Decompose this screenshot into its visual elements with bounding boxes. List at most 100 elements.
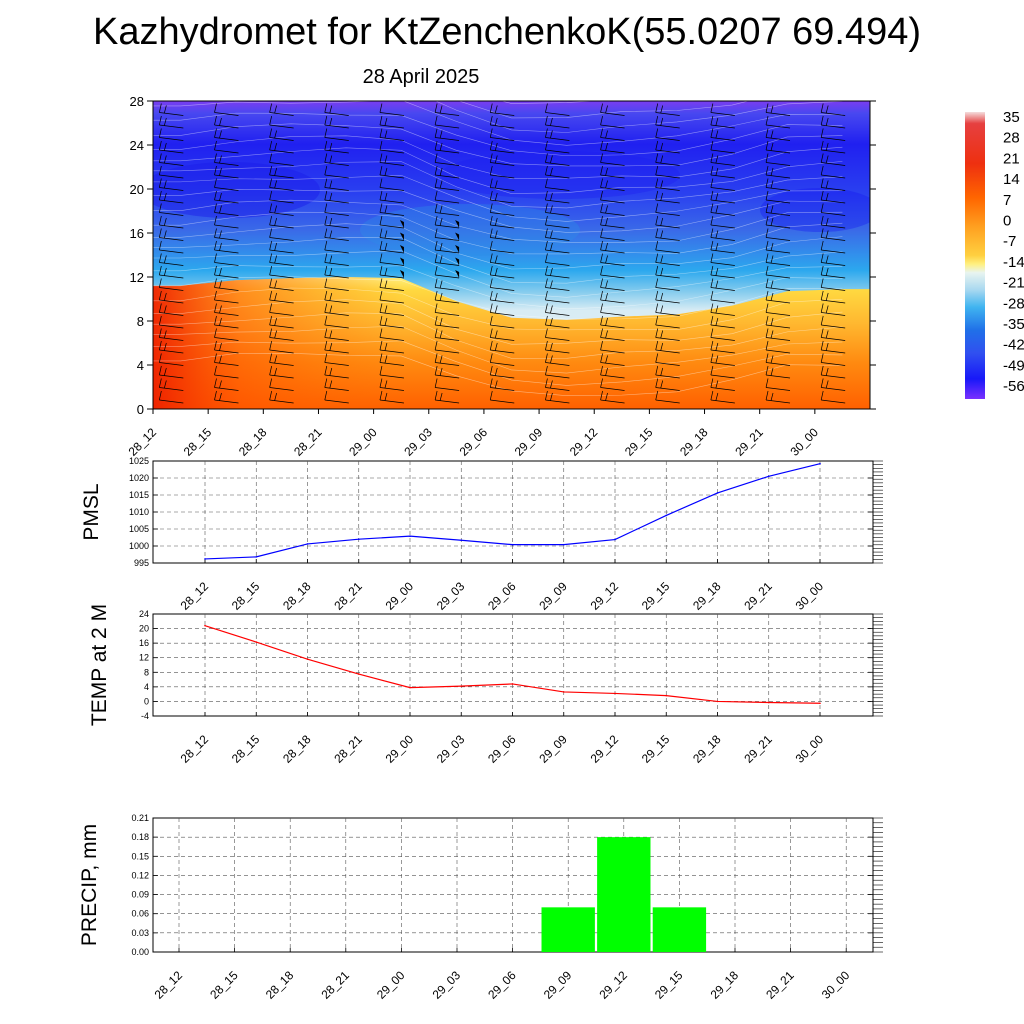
wind-barb bbox=[158, 365, 184, 379]
colorbar-label: 35 bbox=[1003, 109, 1020, 126]
wind-barb bbox=[158, 140, 184, 154]
wind-barb bbox=[269, 290, 294, 304]
wind-barb bbox=[379, 215, 404, 229]
isotherm-line bbox=[153, 48, 842, 90]
wind-barb bbox=[489, 153, 515, 166]
x-tick-label: 29_00 bbox=[383, 579, 417, 613]
wind-barb bbox=[600, 340, 625, 354]
heatmap-panel: 0 4 8 12 16 20 24 28 28_12 28_15 28_18 28_21 29_00 29… bbox=[126, 48, 876, 459]
colorbar-label: 0 bbox=[1003, 213, 1011, 230]
wind-barb bbox=[820, 290, 846, 304]
wind-barb bbox=[434, 240, 460, 254]
wind-barb bbox=[434, 103, 460, 116]
data-point bbox=[255, 641, 258, 643]
data-point bbox=[511, 543, 514, 546]
wind-barb bbox=[379, 353, 404, 366]
wind-barb bbox=[545, 115, 570, 129]
wind-barb bbox=[710, 253, 735, 266]
x-tick-label: 28_18 bbox=[236, 425, 270, 459]
wind-barb bbox=[324, 103, 349, 116]
wind-barb bbox=[214, 303, 239, 316]
wind-barb bbox=[710, 290, 735, 304]
wind-barb bbox=[214, 228, 239, 241]
isotherm-line bbox=[153, 250, 843, 298]
wind-barb bbox=[214, 378, 239, 391]
wind-barb bbox=[600, 278, 625, 291]
plot-frame bbox=[152, 817, 874, 953]
wind-barb bbox=[765, 203, 791, 216]
wind-barb bbox=[489, 178, 515, 191]
x-tick-label: 28_12 bbox=[178, 579, 212, 613]
wind-barb bbox=[269, 203, 294, 216]
y-tick-label: 24 bbox=[130, 138, 144, 153]
wind-barb bbox=[545, 353, 570, 366]
wind-barb bbox=[434, 115, 460, 129]
wind-barb bbox=[820, 353, 846, 366]
wind-barb bbox=[324, 190, 349, 204]
x-tick-label: 29_15 bbox=[622, 425, 656, 459]
wind-barb bbox=[324, 153, 349, 166]
x-tick-label: 29_00 bbox=[374, 968, 408, 1002]
wind-barb bbox=[324, 228, 349, 241]
x-tick-label: 29_12 bbox=[588, 732, 622, 766]
data-point bbox=[614, 692, 616, 695]
wind-barb bbox=[710, 328, 735, 341]
wind-barb bbox=[158, 290, 184, 304]
data-point bbox=[767, 475, 770, 478]
wind-barb bbox=[269, 103, 294, 116]
wind-barb bbox=[655, 103, 680, 116]
wind-barb bbox=[214, 253, 239, 266]
wind-barb bbox=[324, 128, 349, 141]
wind-barb bbox=[545, 128, 570, 141]
wind-barb bbox=[655, 340, 680, 354]
heatmap-frame bbox=[152, 100, 871, 410]
wind-barb bbox=[324, 253, 349, 266]
wind-barb bbox=[379, 253, 404, 266]
x-tick-label: 30_00 bbox=[793, 579, 827, 613]
y-tick-label: 16 bbox=[130, 226, 144, 241]
wind-barb bbox=[379, 303, 404, 316]
wind-barb bbox=[820, 340, 846, 354]
wind-barb bbox=[379, 140, 404, 154]
wind-barb bbox=[434, 378, 460, 391]
wind-barb bbox=[324, 365, 349, 379]
data-point bbox=[562, 543, 565, 546]
wind-barb bbox=[324, 115, 349, 129]
wind-barb bbox=[158, 353, 184, 366]
wind-barb bbox=[269, 278, 294, 291]
y-tick-label: 1025 bbox=[129, 456, 149, 466]
wind-barb bbox=[545, 165, 570, 179]
wind-barb bbox=[269, 228, 294, 241]
data-point bbox=[409, 535, 411, 537]
wind-barb bbox=[710, 203, 735, 216]
wind-barb bbox=[158, 215, 184, 229]
wind-barb bbox=[489, 278, 515, 291]
wind-barb bbox=[600, 115, 625, 129]
wind-barb bbox=[379, 115, 404, 129]
x-tick-label: 28_15 bbox=[229, 579, 263, 613]
colorbar-label: 14 bbox=[1003, 171, 1020, 188]
x-tick-label: 29_18 bbox=[690, 732, 724, 766]
wind-barb bbox=[545, 365, 570, 379]
x-tick-label: 29_18 bbox=[690, 579, 724, 613]
wind-barb bbox=[379, 203, 404, 216]
isotherm-line bbox=[153, 147, 843, 194]
wind-barb bbox=[545, 340, 570, 354]
x-tick-label: 29_21 bbox=[741, 732, 775, 766]
colorbar-label: -35 bbox=[1003, 316, 1024, 333]
precip-bar bbox=[652, 907, 707, 952]
wind-barb bbox=[324, 165, 349, 179]
wind-barb bbox=[489, 353, 515, 366]
wind-barb bbox=[600, 353, 625, 366]
wind-barb bbox=[214, 340, 239, 354]
wind-barb bbox=[379, 265, 404, 279]
wind-barb bbox=[379, 240, 404, 254]
x-tick-label: 29_12 bbox=[596, 968, 630, 1002]
y-tick-label: 4 bbox=[144, 682, 149, 692]
x-tick-label: 29_00 bbox=[346, 425, 380, 459]
wind-barb bbox=[214, 115, 239, 129]
y-tick-label: 0.18 bbox=[131, 832, 149, 842]
wind-barb bbox=[269, 165, 294, 179]
wind-barb bbox=[710, 115, 735, 129]
